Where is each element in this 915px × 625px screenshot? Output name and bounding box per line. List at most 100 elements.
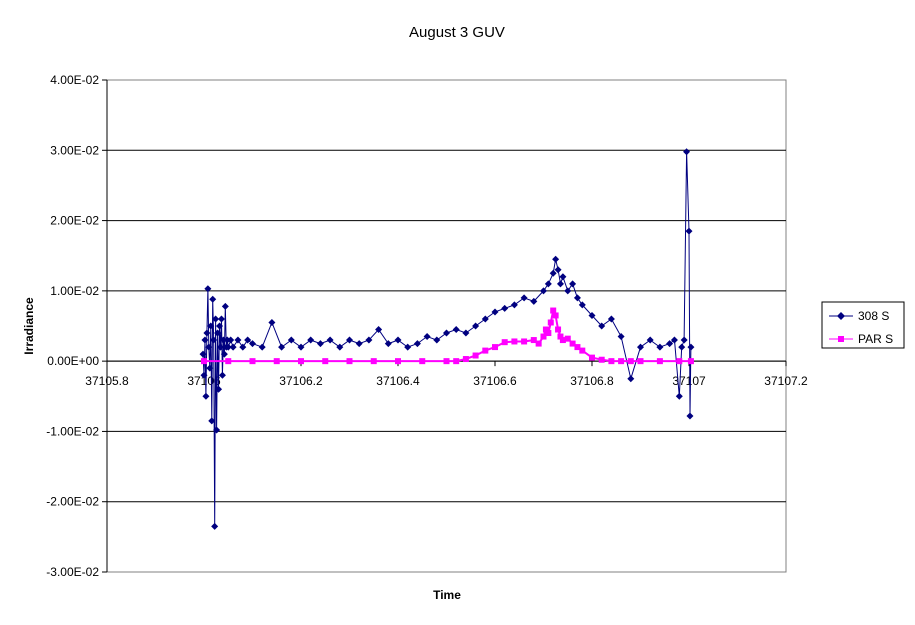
- data-point-308-s: [336, 343, 344, 351]
- y-tick-label: 4.00E-02: [50, 73, 99, 87]
- data-point-308-s: [268, 318, 276, 326]
- y-tick-label: -1.00E-02: [46, 424, 99, 438]
- data-point-308-s: [607, 315, 615, 323]
- data-point-308-s: [220, 350, 228, 358]
- y-tick-label: 3.00E-02: [50, 143, 99, 157]
- data-point-308-s: [404, 343, 412, 351]
- data-point-308-s: [530, 297, 538, 305]
- data-point-par-s: [545, 330, 552, 337]
- y-tick-label: -2.00E-02: [46, 495, 99, 509]
- data-point-par-s: [249, 358, 256, 365]
- y-tick-label: 0.00E+00: [47, 354, 99, 368]
- data-point-par-s: [676, 358, 683, 365]
- data-point-308-s: [219, 336, 227, 344]
- data-point-308-s: [199, 350, 207, 358]
- data-point-308-s: [239, 343, 247, 351]
- x-tick-label: 37105.8: [85, 374, 129, 388]
- data-point-308-s: [215, 385, 223, 393]
- legend-marker-308-s: [837, 312, 845, 320]
- data-point-par-s: [608, 358, 615, 365]
- y-axis-title: Irradiance: [22, 297, 36, 355]
- data-point-308-s: [491, 308, 499, 316]
- data-point-308-s: [205, 343, 213, 351]
- data-point-308-s: [307, 336, 315, 344]
- data-point-par-s: [564, 335, 571, 342]
- legend-item-308-s: 308 S: [829, 309, 889, 323]
- data-point-par-s: [472, 352, 479, 359]
- data-point-308-s: [578, 301, 586, 309]
- data-point-308-s: [326, 336, 334, 344]
- data-point-308-s: [201, 336, 209, 344]
- data-point-308-s: [316, 340, 324, 348]
- data-point-308-s: [200, 371, 208, 379]
- data-point-par-s: [627, 358, 634, 365]
- gridlines: [107, 149, 786, 503]
- data-point-par-s: [547, 319, 554, 326]
- data-point-308-s: [685, 227, 693, 235]
- y-axis: 4.00E-02 3.00E-02 2.00E-02 1.00E-02 0.00E+00…: [46, 73, 108, 579]
- data-point-308-s: [216, 343, 224, 351]
- data-point-par-s: [322, 358, 329, 365]
- data-point-par-s: [535, 340, 542, 347]
- data-point-par-s: [530, 337, 537, 344]
- data-point-par-s: [542, 326, 549, 333]
- data-point-308-s: [216, 322, 224, 330]
- data-point-308-s: [249, 340, 256, 348]
- data-point-308-s: [687, 343, 695, 351]
- data-point-308-s: [203, 329, 211, 337]
- data-point-308-s: [224, 343, 232, 351]
- data-point-par-s: [598, 356, 605, 363]
- data-point-par-s: [589, 354, 595, 361]
- data-point-308-s: [617, 333, 625, 341]
- data-point-par-s: [443, 358, 450, 365]
- data-point-308-s: [573, 294, 581, 302]
- data-point-par-s: [521, 338, 528, 345]
- data-point-par-s: [687, 358, 694, 365]
- x-tick-label: 37107: [672, 374, 706, 388]
- data-point-308-s: [443, 329, 450, 337]
- data-point-308-s: [213, 426, 221, 434]
- data-point-308-s: [656, 343, 664, 351]
- data-point-308-s: [413, 340, 421, 348]
- data-point-308-s: [258, 343, 266, 351]
- data-point-par-s: [395, 358, 401, 365]
- y-tick-label: 2.00E-02: [50, 214, 99, 228]
- data-point-par-s: [552, 312, 559, 319]
- data-point-308-s: [287, 336, 295, 344]
- data-point-par-s: [201, 358, 207, 365]
- data-point-308-s: [637, 343, 644, 351]
- data-point-308-s: [202, 392, 210, 400]
- data-point-308-s: [556, 280, 564, 288]
- data-point-308-s: [384, 340, 392, 348]
- data-point-308-s: [206, 364, 214, 372]
- data-point-308-s: [214, 329, 222, 337]
- legend-item-par-s: PAR S: [829, 332, 893, 346]
- data-point-308-s: [211, 522, 219, 530]
- data-point-308-s: [208, 417, 216, 425]
- data-point-par-s: [225, 358, 232, 365]
- data-point-308-s: [646, 336, 654, 344]
- data-point-par-s: [656, 358, 663, 365]
- data-point-par-s: [419, 358, 426, 365]
- data-point-par-s: [370, 358, 377, 365]
- data-point-308-s: [670, 336, 678, 344]
- data-point-par-s: [501, 339, 508, 346]
- chart-title: August 3 GUV: [409, 24, 505, 41]
- data-point-par-s: [273, 358, 280, 365]
- data-point-par-s: [559, 337, 566, 344]
- series-layer: [199, 148, 695, 530]
- data-point-308-s: [207, 322, 215, 330]
- data-point-308-s: [598, 322, 606, 330]
- data-point-308-s: [686, 412, 694, 420]
- data-point-308-s: [675, 392, 683, 400]
- data-point-308-s: [204, 285, 212, 293]
- data-point-308-s: [510, 301, 518, 309]
- data-point-308-s: [346, 336, 353, 344]
- data-point-308-s: [234, 336, 242, 344]
- data-point-par-s: [557, 333, 564, 340]
- data-point-par-s: [511, 338, 518, 345]
- data-point-308-s: [244, 336, 252, 344]
- data-point-308-s: [210, 336, 218, 344]
- data-point-308-s: [229, 343, 237, 351]
